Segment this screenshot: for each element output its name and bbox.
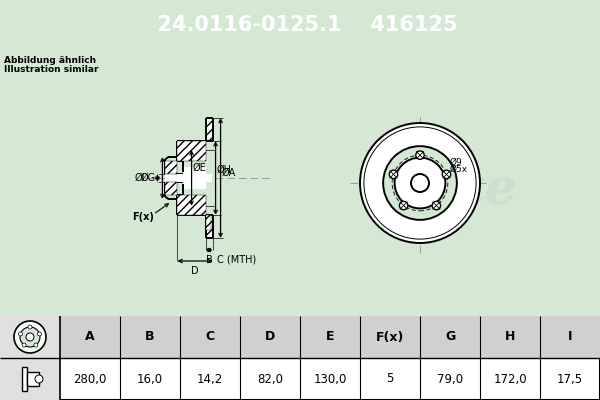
Text: ØI: ØI bbox=[134, 173, 145, 183]
Text: F(x): F(x) bbox=[133, 212, 154, 222]
Bar bbox=[206, 118, 212, 141]
Bar bbox=[60, 316, 600, 358]
Text: D: D bbox=[265, 330, 275, 344]
Text: D: D bbox=[191, 266, 199, 276]
Text: 280,0: 280,0 bbox=[73, 372, 107, 386]
Text: 24.0116-0125.1    416125: 24.0116-0125.1 416125 bbox=[143, 15, 457, 35]
Bar bbox=[166, 182, 178, 195]
Circle shape bbox=[383, 146, 457, 220]
Text: B: B bbox=[145, 330, 155, 344]
Bar bbox=[166, 161, 178, 174]
Text: 14,2: 14,2 bbox=[197, 372, 223, 386]
Circle shape bbox=[19, 332, 22, 336]
Bar bbox=[206, 215, 211, 230]
Text: Ø5x: Ø5x bbox=[450, 165, 468, 174]
Text: ØH: ØH bbox=[217, 165, 232, 175]
Text: Ate: Ate bbox=[425, 165, 518, 214]
Text: ØA: ØA bbox=[221, 168, 236, 178]
Text: G: G bbox=[445, 330, 455, 344]
Bar bbox=[184, 167, 206, 189]
Text: A: A bbox=[85, 330, 95, 344]
Circle shape bbox=[34, 343, 38, 347]
Text: Illustration similar: Illustration similar bbox=[4, 65, 98, 74]
Circle shape bbox=[26, 333, 34, 341]
Circle shape bbox=[35, 375, 43, 383]
Text: Ø9: Ø9 bbox=[450, 158, 463, 167]
Circle shape bbox=[411, 174, 429, 192]
Circle shape bbox=[395, 158, 445, 208]
Text: ØG: ØG bbox=[141, 173, 156, 183]
Text: H: H bbox=[505, 330, 515, 344]
Circle shape bbox=[432, 201, 440, 210]
Text: 172,0: 172,0 bbox=[493, 372, 527, 386]
Text: 5: 5 bbox=[386, 372, 394, 386]
Circle shape bbox=[22, 343, 26, 347]
Text: I: I bbox=[568, 330, 572, 344]
Circle shape bbox=[416, 151, 424, 159]
Circle shape bbox=[389, 170, 398, 178]
Bar bbox=[178, 195, 206, 215]
Bar bbox=[166, 174, 212, 182]
Circle shape bbox=[28, 325, 32, 329]
Text: B: B bbox=[206, 255, 212, 265]
Text: Abbildung ähnlich: Abbildung ähnlich bbox=[4, 56, 96, 65]
Text: C (MTH): C (MTH) bbox=[217, 254, 256, 264]
Text: 79,0: 79,0 bbox=[437, 372, 463, 386]
Bar bbox=[22, 367, 27, 391]
Circle shape bbox=[20, 327, 40, 347]
Bar bbox=[0, 316, 60, 400]
Circle shape bbox=[360, 123, 480, 243]
Text: F(x): F(x) bbox=[376, 330, 404, 344]
Bar bbox=[206, 215, 212, 238]
Bar bbox=[27, 372, 39, 386]
Circle shape bbox=[400, 201, 408, 210]
Bar bbox=[206, 215, 212, 238]
Text: E: E bbox=[326, 330, 334, 344]
Circle shape bbox=[38, 332, 41, 336]
Circle shape bbox=[14, 321, 46, 353]
Bar bbox=[206, 118, 212, 141]
Bar bbox=[178, 141, 206, 161]
Text: 17,5: 17,5 bbox=[557, 372, 583, 386]
Text: C: C bbox=[205, 330, 215, 344]
Circle shape bbox=[442, 170, 451, 178]
Text: 16,0: 16,0 bbox=[137, 372, 163, 386]
Text: 130,0: 130,0 bbox=[313, 372, 347, 386]
Text: 82,0: 82,0 bbox=[257, 372, 283, 386]
Text: ØE: ØE bbox=[193, 163, 206, 173]
